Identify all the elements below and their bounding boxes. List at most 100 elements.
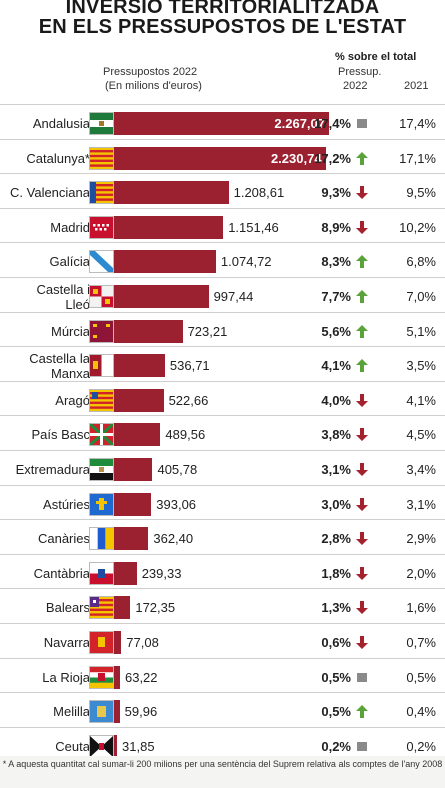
chart-row: Astúries 393,06 3,0% 3,1%: [0, 484, 445, 523]
pct-2022: 0,5%: [321, 704, 351, 720]
pct-2021: 4,1%: [406, 392, 436, 408]
pct-2021: 17,4%: [399, 116, 436, 131]
arrow-up-icon: [356, 359, 368, 373]
bar: [114, 527, 149, 551]
chart-row: Castella la Manxa 536,71 4,1% 3,5%: [0, 346, 445, 384]
arrow-up-icon: [356, 255, 368, 269]
pct-2021: 2,9%: [406, 531, 436, 547]
category-label: Múrcia: [50, 323, 90, 339]
bar: [114, 388, 164, 412]
chart-title-line-2: EN ELS PRESSUPOSTOS DE L'ESTAT: [38, 16, 407, 38]
chart-row: Castella i Lleó 997,44 7,7% 7,0%: [0, 277, 445, 315]
arrow-down-icon: [356, 566, 368, 580]
chart-row: Cantàbria 239,33 1,8% 2,0%: [0, 553, 445, 592]
bar: [114, 700, 120, 724]
bar: [114, 458, 153, 481]
region-flag-icon: [89, 734, 114, 758]
category-label: Andalusia: [32, 116, 90, 131]
bar: [114, 596, 131, 620]
value-label: 1.208,61: [233, 185, 285, 201]
value-label: 63,22: [124, 669, 158, 685]
pct-2022: 3,8%: [321, 427, 351, 443]
col-2021-header: 2021: [404, 80, 429, 92]
bar: [114, 112, 329, 135]
region-flag-icon: [89, 423, 114, 447]
pct-2021: 10,2%: [399, 219, 436, 235]
region-flag-icon: [89, 215, 114, 239]
value-label: 172,35: [135, 600, 176, 616]
pct-2021: 17,1%: [399, 150, 436, 166]
arrow-up-icon: [356, 290, 368, 303]
value-label: 1.151,46: [228, 219, 279, 235]
arrow-down-icon: [356, 497, 368, 511]
arrow-down-icon: [356, 393, 368, 407]
region-flag-icon: [89, 458, 114, 481]
arrow-down-icon: [356, 636, 368, 649]
region-flag-icon: [89, 631, 114, 654]
region-flag-icon: [89, 388, 114, 412]
pct-2022: 2,8%: [321, 531, 351, 547]
chart-row: Madrid 1.151,46 8,9% 10,2%: [0, 207, 445, 246]
arrow-up-icon: [356, 705, 368, 719]
region-flag-icon: [89, 181, 114, 205]
value-label: 239,33: [141, 565, 182, 581]
pct-2021: 3,4%: [406, 462, 436, 477]
pct-2022: 1,3%: [321, 600, 351, 616]
value-label: 405,78: [157, 462, 198, 477]
region-flag-icon: [89, 146, 114, 170]
chart-row: Múrcia 723,21 5,6% 5,1%: [0, 311, 445, 350]
region-flag-icon: [89, 250, 114, 274]
chart-row: País Basc 489,56 3,8% 4,5%: [0, 415, 445, 453]
pct-2021: 3,5%: [406, 358, 436, 374]
bar: [114, 215, 224, 239]
footnote: * A aquesta quantitat cal sumar-li 200 m…: [2, 759, 443, 769]
bar: [114, 665, 120, 689]
category-label: Catalunya*: [26, 150, 90, 166]
pct-2022: 5,6%: [321, 323, 351, 339]
category-label: Melilla: [53, 704, 90, 720]
chart-row: Aragó 522,66 4,0% 4,1%: [0, 380, 445, 419]
region-flag-icon: [89, 112, 114, 135]
budget-header-line-1: Pressupostos 2022: [103, 66, 198, 78]
category-label: Balears: [45, 600, 90, 616]
pct-group-header: % sobre el total: [335, 51, 417, 63]
category-label: Galícia: [49, 254, 90, 270]
region-flag-icon: [89, 492, 114, 516]
category-label: Madrid: [50, 219, 90, 235]
arrow-down-icon: [356, 601, 368, 615]
category-label: Aragó: [55, 392, 90, 408]
budget-header-line-2: (En milions d'euros): [105, 80, 202, 92]
region-flag-icon: [89, 319, 114, 343]
region-flag-icon: [89, 285, 114, 308]
value-label: 2.267,07: [274, 116, 325, 131]
pct-2021: 0,7%: [406, 635, 436, 650]
pct-2022: 4,0%: [321, 392, 351, 408]
chart-row: Extremadura 405,78 3,1% 3,4%: [0, 450, 445, 488]
pct-2022: 8,9%: [321, 219, 351, 235]
category-label: Astúries: [43, 496, 90, 512]
value-label: 1.074,72: [220, 254, 272, 270]
value-label: 997,44: [213, 289, 254, 304]
region-flag-icon: [89, 596, 114, 620]
region-flag-icon: [89, 665, 114, 689]
pct-2022: 4,1%: [321, 358, 351, 374]
chart-row: Galícia 1.074,72 8,3% 6,8%: [0, 242, 445, 280]
category-label: Extremadura: [15, 462, 90, 477]
pct-2022: 0,5%: [321, 669, 351, 685]
footnote-background: [0, 756, 445, 788]
arrow-up-icon: [356, 151, 368, 165]
col-press-header-1: Pressup.: [338, 66, 382, 78]
pct-2022: 17,2%: [314, 150, 351, 166]
pct-2021: 0,5%: [406, 669, 436, 685]
pct-2021: 1,6%: [406, 600, 436, 616]
bar: [114, 631, 122, 654]
arrow-up-icon: [356, 324, 368, 338]
value-label: 393,06: [156, 496, 197, 512]
category-label: Castella la Manxa: [29, 350, 90, 381]
category-label: Navarra: [43, 635, 90, 650]
value-label: 59,96: [124, 704, 158, 720]
bar: [114, 146, 326, 170]
arrow-down-icon: [356, 532, 368, 546]
pct-2022: 7,7%: [321, 289, 351, 304]
square-icon: [356, 671, 368, 684]
